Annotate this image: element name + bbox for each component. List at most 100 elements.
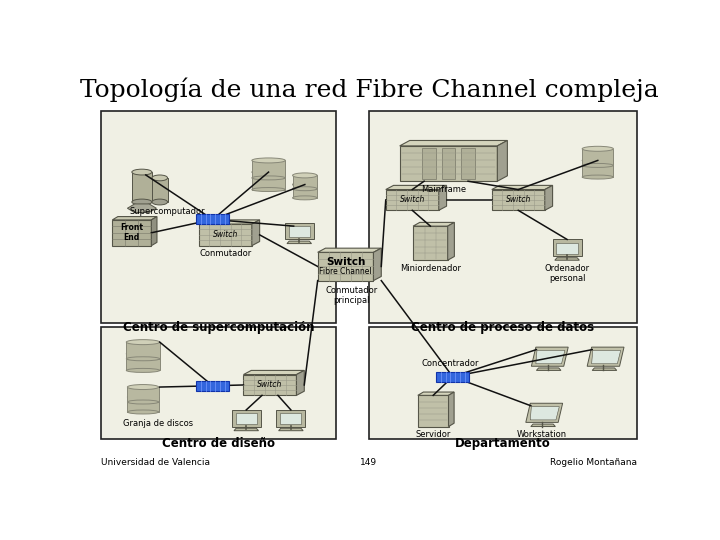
Ellipse shape [126,368,160,373]
Polygon shape [151,217,157,246]
Polygon shape [536,350,565,364]
Polygon shape [289,226,310,237]
Ellipse shape [292,196,317,200]
Ellipse shape [132,199,152,205]
Polygon shape [400,146,498,181]
Polygon shape [545,185,552,210]
Text: Rogelio Montañana: Rogelio Montañana [550,458,637,467]
Polygon shape [112,220,151,246]
Polygon shape [234,428,258,431]
Ellipse shape [127,410,158,414]
Polygon shape [582,149,613,165]
Text: Switch: Switch [326,257,365,267]
Polygon shape [279,428,303,431]
Text: Supercomputador: Supercomputador [129,207,204,216]
Ellipse shape [127,384,158,389]
Polygon shape [557,243,577,254]
Polygon shape [232,410,261,427]
Polygon shape [386,190,438,210]
Ellipse shape [126,340,160,345]
Bar [369,327,636,439]
Text: Servidor: Servidor [415,430,451,439]
Ellipse shape [252,170,285,174]
Bar [436,372,469,382]
Text: Conmutador: Conmutador [199,249,251,258]
Polygon shape [252,220,260,246]
Polygon shape [199,220,260,224]
Polygon shape [292,185,317,198]
Polygon shape [423,148,436,179]
Bar [196,214,230,225]
Polygon shape [284,223,314,239]
Bar [196,381,230,391]
Bar [369,111,636,322]
Ellipse shape [252,158,285,163]
Ellipse shape [292,182,317,187]
Ellipse shape [292,173,317,178]
Ellipse shape [582,164,613,167]
Polygon shape [126,354,160,370]
Ellipse shape [292,187,317,191]
Polygon shape [442,148,455,179]
Text: Departamento: Departamento [455,437,551,450]
Polygon shape [588,347,624,366]
Ellipse shape [152,199,168,205]
Polygon shape [531,424,555,427]
Polygon shape [132,172,152,202]
Polygon shape [492,185,552,190]
Polygon shape [593,368,617,370]
Polygon shape [374,248,382,281]
Text: Centro de diseño: Centro de diseño [162,437,275,450]
Ellipse shape [127,395,158,400]
Polygon shape [127,387,158,402]
Ellipse shape [126,352,160,356]
Bar [101,111,336,322]
Ellipse shape [127,400,158,404]
Polygon shape [582,160,613,177]
Polygon shape [530,407,559,420]
Text: Miniordenador: Miniordenador [400,264,461,273]
Text: Centro de supercomputación: Centro de supercomputación [122,321,314,334]
Ellipse shape [126,357,160,361]
Polygon shape [400,140,508,146]
Polygon shape [449,392,454,427]
Polygon shape [292,176,317,188]
Polygon shape [152,178,168,202]
Polygon shape [462,148,474,179]
Text: Granja de discos: Granja de discos [124,419,194,428]
Text: Conmutador
principal: Conmutador principal [325,286,377,305]
Polygon shape [413,226,448,260]
Text: Fibre Channel: Fibre Channel [319,267,372,276]
Polygon shape [536,368,561,370]
Polygon shape [318,252,374,281]
Text: Mainframe: Mainframe [421,185,466,193]
Text: Universidad de Valencia: Universidad de Valencia [101,458,210,467]
Text: Topología de una red Fibre Channel compleja: Topología de una red Fibre Channel compl… [80,77,658,102]
Polygon shape [127,204,156,213]
Polygon shape [126,342,160,359]
Text: Switch: Switch [257,381,283,389]
Text: Workstation: Workstation [517,430,567,439]
Text: Concentrador: Concentrador [421,359,479,368]
Polygon shape [531,347,568,366]
Polygon shape [243,370,305,375]
Polygon shape [297,370,305,395]
Ellipse shape [252,176,285,180]
Bar [101,327,336,439]
Polygon shape [235,413,257,424]
Polygon shape [199,224,252,246]
Polygon shape [280,413,302,424]
Ellipse shape [582,175,613,179]
Text: 149: 149 [361,458,377,467]
Polygon shape [318,248,382,252]
Polygon shape [555,258,580,260]
Polygon shape [127,397,158,412]
Polygon shape [243,375,297,395]
Polygon shape [492,190,545,210]
Text: Switch: Switch [212,231,238,239]
Polygon shape [276,410,305,427]
Ellipse shape [252,187,285,192]
Text: Switch: Switch [400,195,425,205]
Polygon shape [252,160,285,178]
Ellipse shape [132,169,152,175]
